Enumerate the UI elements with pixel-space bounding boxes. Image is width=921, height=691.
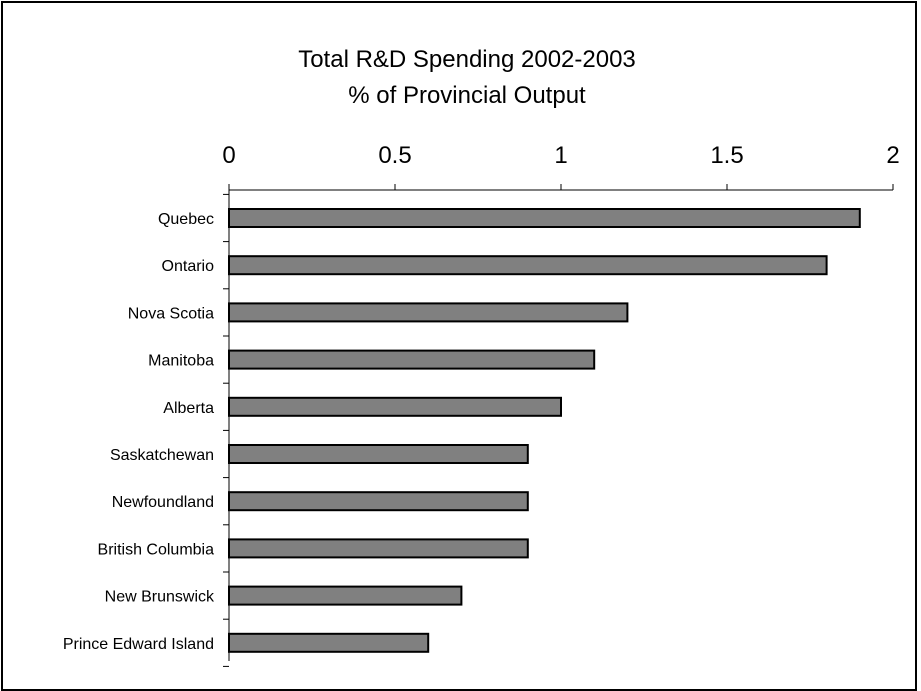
category-labels: Quebec Ontario Nova Scotia Manitoba Alberta S… bbox=[63, 211, 215, 653]
bar bbox=[228, 349, 596, 370]
chart-title-line: Total R&D Spending 2002-2003 bbox=[298, 46, 636, 73]
category-label: British Columbia bbox=[98, 541, 215, 558]
bar bbox=[228, 444, 529, 464]
bar bbox=[228, 396, 562, 417]
x-tick-label: 1 bbox=[554, 142, 567, 169]
category-label: New Brunswick bbox=[105, 589, 215, 606]
category-label: Prince Edward Island bbox=[63, 636, 214, 653]
chart-title: Total R&D Spending 2002-2003 % of Provinc… bbox=[298, 46, 636, 109]
category-label: Alberta bbox=[163, 400, 214, 417]
bars bbox=[228, 208, 861, 653]
bar bbox=[228, 632, 430, 653]
category-label: Nova Scotia bbox=[128, 305, 214, 322]
category-label: Newfoundland bbox=[112, 494, 214, 511]
bar-chart: Total R&D Spending 2002-2003 % of Provinc… bbox=[63, 46, 900, 667]
category-label: Ontario bbox=[162, 258, 215, 275]
bar bbox=[228, 538, 529, 559]
category-label: Quebec bbox=[158, 211, 214, 228]
bar bbox=[228, 208, 861, 228]
x-tick-label: 0.5 bbox=[378, 142, 411, 169]
x-tick-label: 1.5 bbox=[710, 142, 743, 169]
category-label: Manitoba bbox=[148, 353, 214, 370]
x-tick-label: 2 bbox=[886, 142, 899, 169]
x-tick-label: 0 bbox=[222, 142, 235, 169]
bar bbox=[228, 585, 463, 606]
x-axis: 0 0.5 1 1.5 2 bbox=[222, 142, 900, 191]
bar bbox=[228, 302, 629, 323]
bar bbox=[228, 255, 828, 276]
category-label: Saskatchewan bbox=[110, 447, 214, 464]
bar bbox=[228, 491, 529, 512]
chart-title-line: % of Provincial Output bbox=[348, 82, 586, 109]
